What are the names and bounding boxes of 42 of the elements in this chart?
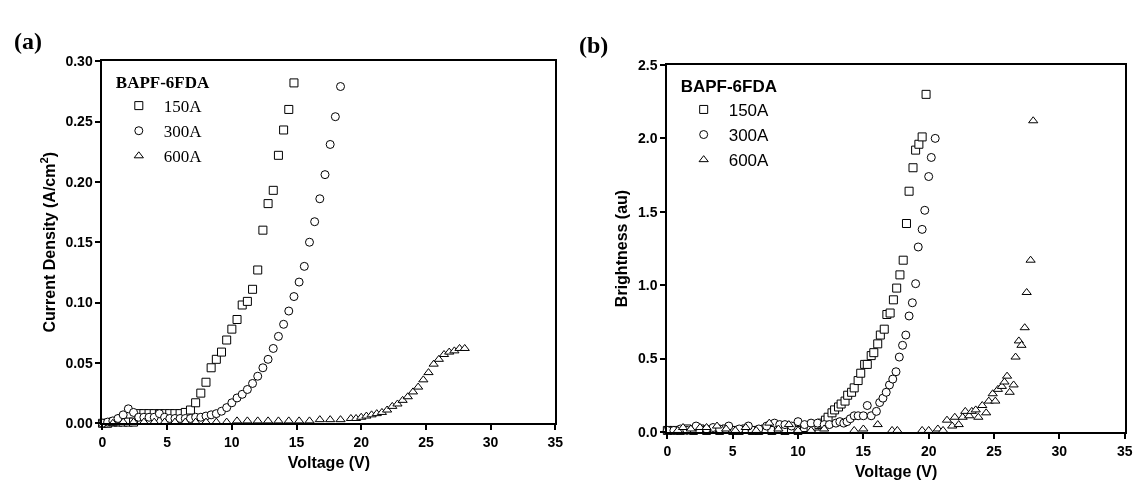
x-tick-label: 35 — [1116, 442, 1133, 459]
x-tick-label: 15 — [288, 434, 305, 451]
y-tick-label: 2.0 — [638, 130, 658, 147]
x-axis-title: Voltage (V) — [854, 462, 938, 480]
x-tick-label: 5 — [163, 434, 172, 451]
legend-label: 150A — [728, 101, 770, 121]
text: (a) — [14, 28, 42, 54]
x-tick-label: 15 — [855, 442, 872, 459]
x-tick-label: 35 — [547, 434, 564, 451]
text: (b) — [579, 32, 609, 58]
x-tick-label: 10 — [224, 434, 240, 451]
y-tick-label: 2.5 — [638, 56, 658, 73]
x-tick-label: 10 — [790, 442, 807, 459]
x-tick-label: 30 — [482, 434, 499, 451]
y-tick-label: 0.30 — [65, 53, 93, 70]
legend-label: 300A — [728, 126, 770, 146]
legend-label: 600A — [728, 151, 770, 171]
x-tick-label: 0 — [663, 442, 672, 459]
y-tick-label: 0.0 — [638, 423, 658, 440]
x-tick-label: 5 — [728, 442, 737, 459]
y-tick-label: 1.5 — [638, 203, 658, 220]
x-tick-label: 25 — [986, 442, 1003, 459]
y-tick-label: 1.0 — [638, 277, 658, 294]
y-tick-label: 0.10 — [65, 294, 93, 311]
legend-title: BAPF-6FDA — [115, 73, 211, 93]
legend-label: 300A — [163, 122, 203, 142]
x-tick-label: 0 — [98, 434, 107, 451]
x-tick-label: 25 — [418, 434, 434, 451]
x-tick-label: 20 — [353, 434, 370, 451]
y-tick-label: 0.05 — [65, 354, 93, 371]
legend-title: BAPF-6FDA — [680, 76, 778, 96]
legend-label: 150A — [163, 97, 203, 117]
y-tick-label: 0.15 — [65, 234, 93, 251]
x-axis-title: Voltage (V) — [287, 454, 371, 472]
y-tick-label: 0.5 — [638, 350, 658, 367]
y-axis-title: Brightness (au) — [613, 189, 631, 308]
x-tick-label: 30 — [1051, 442, 1068, 459]
legend-label: 600A — [163, 147, 203, 167]
y-tick-label: 0.00 — [65, 415, 93, 432]
y-tick-label: 0.20 — [65, 173, 93, 190]
x-tick-label: 20 — [920, 442, 937, 459]
y-tick-label: 0.25 — [65, 113, 93, 130]
